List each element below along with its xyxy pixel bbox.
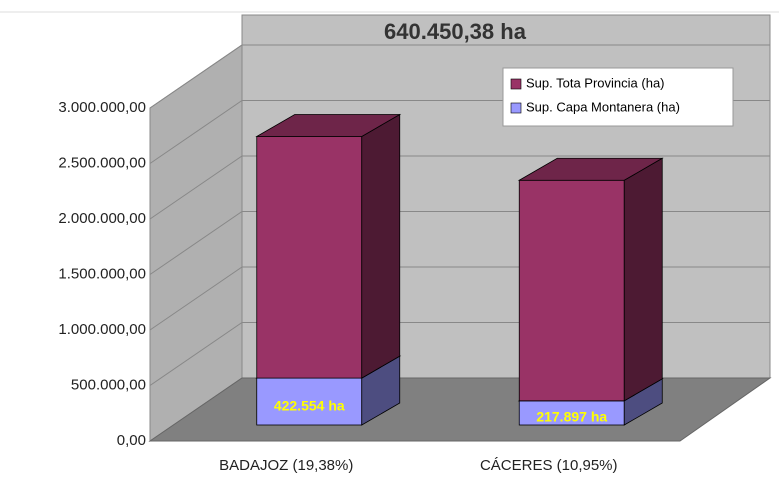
value-label: 217.897 ha xyxy=(536,409,607,425)
bar-front xyxy=(256,377,363,426)
legend-swatch xyxy=(510,102,522,114)
y-tick-label: 1.500.000,00 xyxy=(58,265,146,282)
grid-line xyxy=(149,44,770,109)
bars: 422.554 ha 217.897 ha xyxy=(255,113,664,426)
floor xyxy=(148,377,772,442)
chart-title: 640.450,38 ha xyxy=(384,19,527,44)
x-tick-label: BADAJOZ (19,38%) xyxy=(219,457,353,474)
y-tick-label: 500.000,00 xyxy=(71,376,146,393)
bar-front xyxy=(518,179,625,402)
bar-top xyxy=(517,157,664,181)
legend-box xyxy=(502,67,734,127)
bar-side xyxy=(361,113,401,379)
y-tick-label: 2.500.000,00 xyxy=(58,154,146,171)
grid-line xyxy=(149,155,770,220)
bar-front xyxy=(256,136,363,379)
y-tick-label: 2.000.000,00 xyxy=(58,210,146,227)
y-tick-label: 0,00 xyxy=(117,432,146,449)
legend-swatch xyxy=(510,78,522,90)
legend: Sup. Tota Provincia (ha) Sup. Capa Montan… xyxy=(510,75,680,114)
y-tick-label: 3.000.000,00 xyxy=(58,99,146,116)
legend-label: Sup. Tota Provincia (ha) xyxy=(526,75,665,90)
bar-front xyxy=(518,400,625,426)
bar-top xyxy=(255,114,402,137)
x-tick-label: CÁCERES (10,95%) xyxy=(480,457,618,474)
legend-label: Sup. Capa Montanera (ha) xyxy=(526,99,680,114)
value-label: 422.554 ha xyxy=(274,397,345,413)
y-tick-label: 1.000.000,00 xyxy=(58,321,146,338)
bar-side xyxy=(623,157,663,402)
